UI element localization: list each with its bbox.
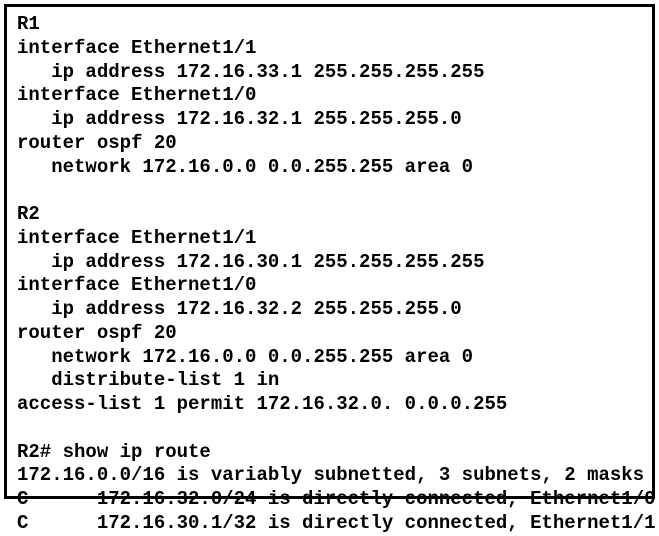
- terminal-line: ip address 172.16.32.1 255.255.255.0: [17, 108, 642, 132]
- terminal-line: ip address 172.16.30.1 255.255.255.255: [17, 251, 642, 275]
- terminal-line: network 172.16.0.0 0.0.255.255 area 0: [17, 156, 642, 180]
- terminal-line: R2: [17, 203, 642, 227]
- terminal-line: [17, 417, 642, 441]
- terminal-line: interface Ethernet1/1: [17, 37, 642, 61]
- terminal-line: router ospf 20: [17, 322, 642, 346]
- terminal-line: interface Ethernet1/0: [17, 84, 642, 108]
- terminal-line: network 172.16.0.0 0.0.255.255 area 0: [17, 346, 642, 370]
- terminal-line: interface Ethernet1/1: [17, 227, 642, 251]
- terminal-line: C 172.16.30.1/32 is directly connected, …: [17, 512, 642, 536]
- terminal-line: ip address 172.16.32.2 255.255.255.0: [17, 298, 642, 322]
- terminal-line: [17, 179, 642, 203]
- terminal-output: R1interface Ethernet1/1 ip address 172.1…: [4, 4, 655, 499]
- terminal-line: distribute-list 1 in: [17, 369, 642, 393]
- terminal-line: access-list 1 permit 172.16.32.0. 0.0.0.…: [17, 393, 642, 417]
- terminal-line: router ospf 20: [17, 132, 642, 156]
- terminal-line: C 172.16.32.0/24 is directly connected, …: [17, 488, 642, 512]
- terminal-line: R2# show ip route: [17, 441, 642, 465]
- terminal-line: interface Ethernet1/0: [17, 274, 642, 298]
- terminal-line: R1: [17, 13, 642, 37]
- terminal-line: ip address 172.16.33.1 255.255.255.255: [17, 61, 642, 85]
- terminal-line: 172.16.0.0/16 is variably subnetted, 3 s…: [17, 464, 642, 488]
